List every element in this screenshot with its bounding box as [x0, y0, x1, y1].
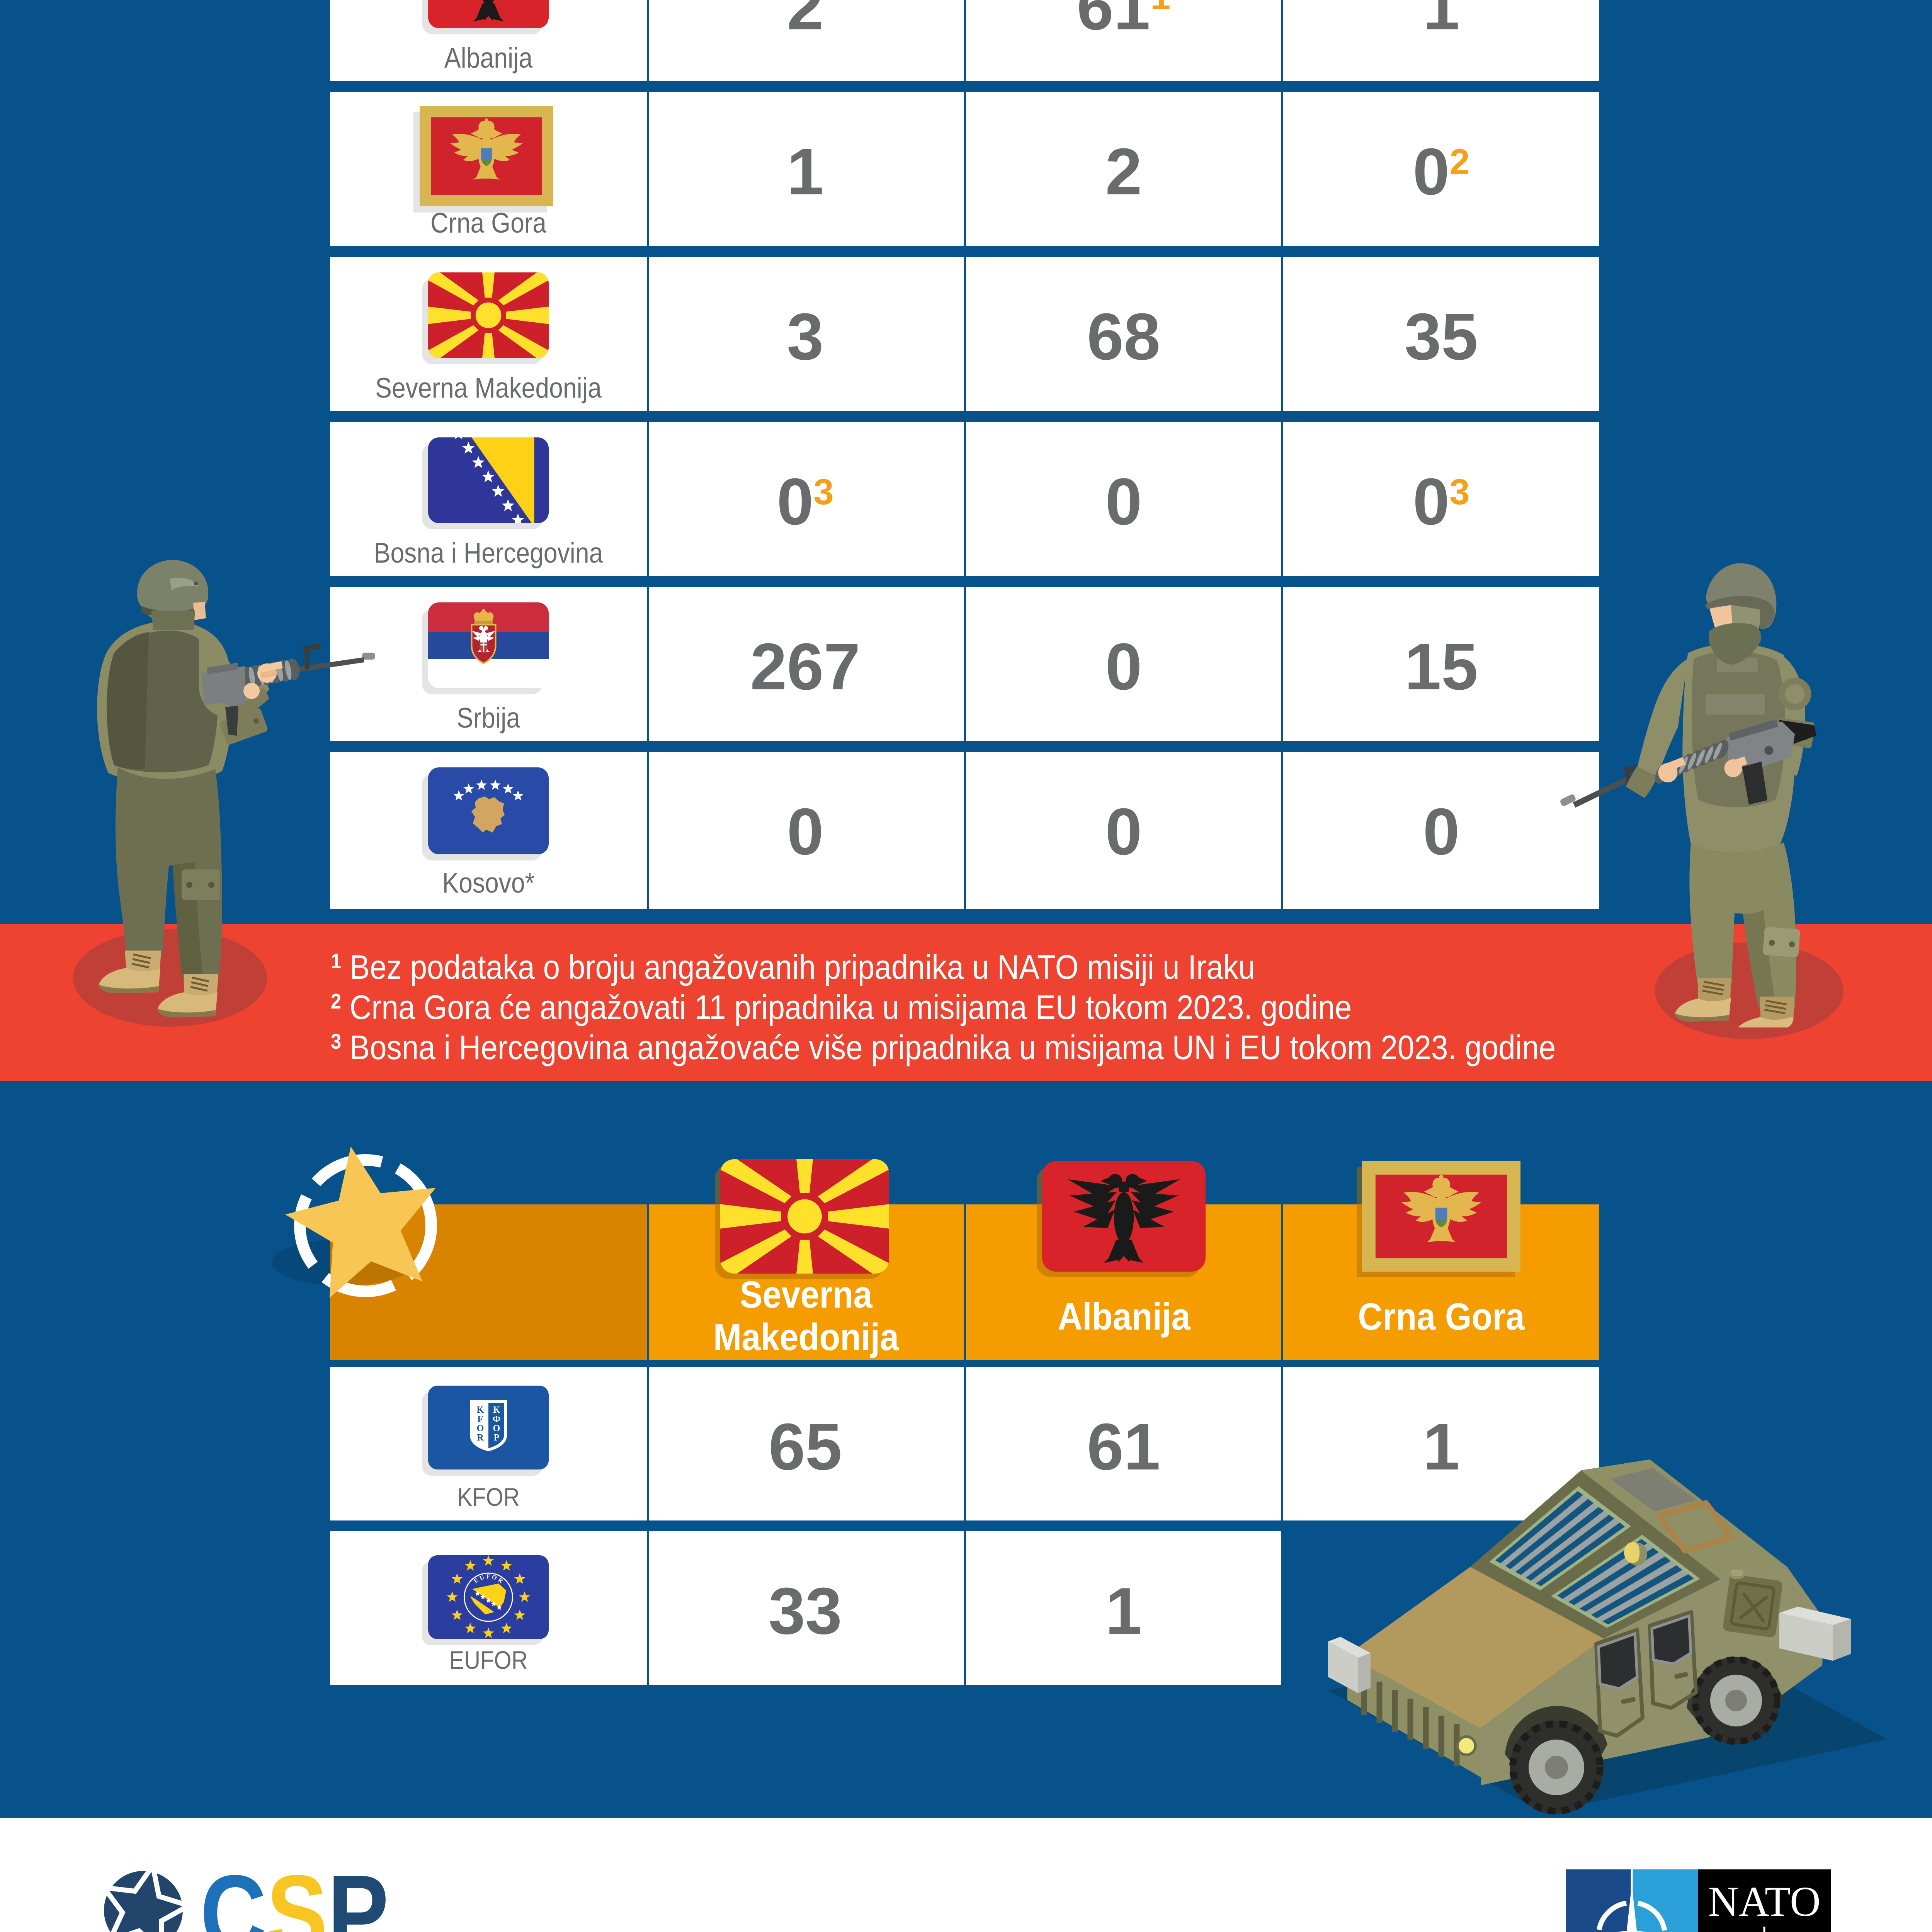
svg-text:F: F — [478, 1414, 483, 1424]
svg-text:К: К — [493, 1405, 500, 1415]
svg-text:О: О — [493, 1423, 500, 1434]
svg-text:R: R — [477, 1433, 484, 1443]
svg-text:NATO: NATO — [1708, 1878, 1820, 1925]
svg-text:Ф: Ф — [493, 1414, 501, 1424]
svg-text:K: K — [477, 1405, 484, 1415]
svg-text:E U F O R: E U F O R — [473, 1573, 505, 1585]
svg-text:CSP: CSP — [200, 1859, 389, 1932]
svg-text:Р: Р — [494, 1433, 500, 1443]
svg-text:O: O — [477, 1423, 484, 1434]
